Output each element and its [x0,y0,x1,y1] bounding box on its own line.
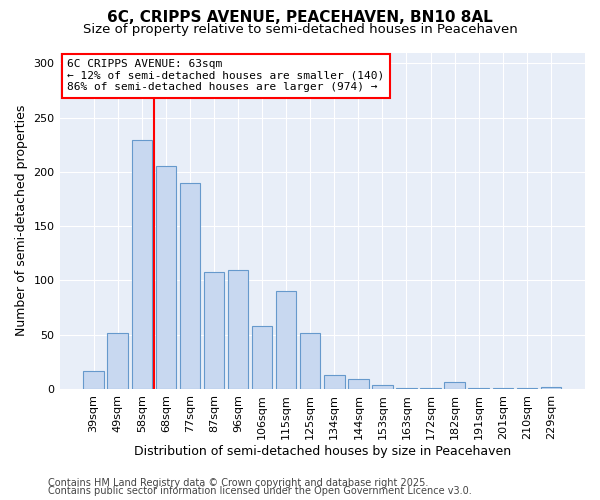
Bar [179,182,200,389]
Bar [421,388,441,389]
Bar [155,166,176,389]
Bar [107,332,128,389]
Bar [469,388,489,389]
X-axis label: Distribution of semi-detached houses by size in Peacehaven: Distribution of semi-detached houses by … [134,444,511,458]
Bar [276,292,296,389]
Bar [372,384,392,389]
Text: 6C CRIPPS AVENUE: 63sqm
← 12% of semi-detached houses are smaller (140)
86% of s: 6C CRIPPS AVENUE: 63sqm ← 12% of semi-de… [67,59,385,92]
Bar [493,388,513,389]
Bar [83,370,104,389]
Bar [541,387,561,389]
Bar [324,375,344,389]
Bar [204,272,224,389]
Text: 6C, CRIPPS AVENUE, PEACEHAVEN, BN10 8AL: 6C, CRIPPS AVENUE, PEACEHAVEN, BN10 8AL [107,10,493,25]
Bar [517,388,537,389]
Bar [348,379,368,389]
Text: Size of property relative to semi-detached houses in Peacehaven: Size of property relative to semi-detach… [83,22,517,36]
Text: Contains HM Land Registry data © Crown copyright and database right 2025.: Contains HM Land Registry data © Crown c… [48,478,428,488]
Y-axis label: Number of semi-detached properties: Number of semi-detached properties [15,105,28,336]
Text: Contains public sector information licensed under the Open Government Licence v3: Contains public sector information licen… [48,486,472,496]
Bar [252,326,272,389]
Bar [131,140,152,389]
Bar [396,388,417,389]
Bar [300,332,320,389]
Bar [445,382,465,389]
Bar [228,270,248,389]
